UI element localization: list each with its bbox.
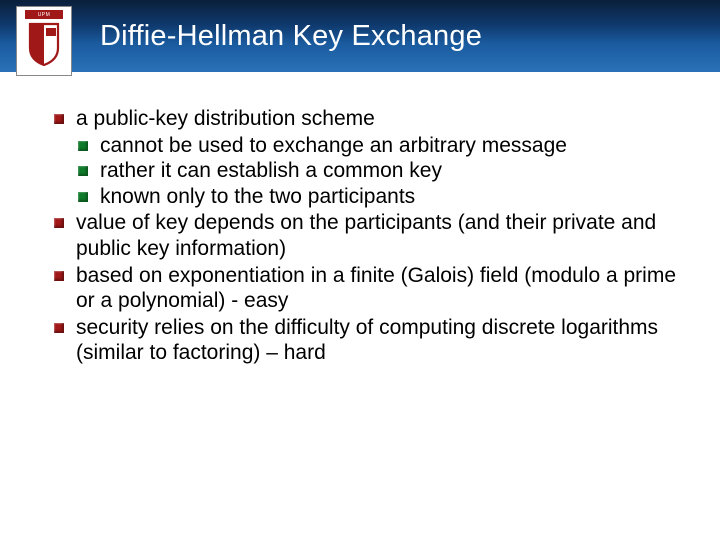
university-logo: UPM <box>16 6 72 76</box>
bullet-text: known only to the two participants <box>100 185 415 208</box>
shield-icon <box>28 22 60 66</box>
slide-content: a public-key distribution scheme cannot … <box>0 72 720 366</box>
slide: UPM Diffie-Hellman Key Exchange a public… <box>0 0 720 540</box>
bullet-text: based on exponentiation in a finite (Gal… <box>76 264 676 313</box>
sub-bullet-list: cannot be used to exchange an arbitrary … <box>76 133 680 210</box>
bullet-text: value of key depends on the participants… <box>76 211 656 260</box>
bullet-text: rather it can establish a common key <box>100 159 442 182</box>
bullet-list: a public-key distribution scheme cannot … <box>52 106 680 366</box>
header-bar: UPM Diffie-Hellman Key Exchange <box>0 0 720 72</box>
list-item: security relies on the difficulty of com… <box>52 315 680 366</box>
slide-title: Diffie-Hellman Key Exchange <box>100 20 482 53</box>
bullet-text: a public-key distribution scheme <box>76 107 375 130</box>
bullet-text: cannot be used to exchange an arbitrary … <box>100 134 567 157</box>
list-item: cannot be used to exchange an arbitrary … <box>76 133 680 159</box>
list-item: value of key depends on the participants… <box>52 210 680 261</box>
list-item: rather it can establish a common key <box>76 158 680 184</box>
list-item: a public-key distribution scheme cannot … <box>52 106 680 209</box>
list-item: known only to the two participants <box>76 184 680 210</box>
list-item: based on exponentiation in a finite (Gal… <box>52 263 680 314</box>
bullet-text: security relies on the difficulty of com… <box>76 316 658 365</box>
logo-banner-text: UPM <box>25 10 63 19</box>
